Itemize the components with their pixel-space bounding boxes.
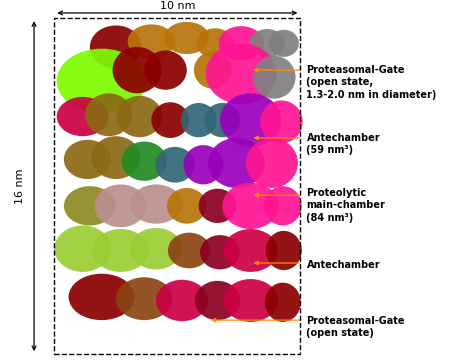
Ellipse shape [266,231,302,270]
Ellipse shape [167,188,207,224]
Ellipse shape [183,145,223,184]
Bar [55,18,301,354]
Ellipse shape [253,56,296,99]
Text: Proteolytic
main-chamber
(84 nm³): Proteolytic main-chamber (84 nm³) [307,188,385,223]
Ellipse shape [223,229,278,272]
Text: Antechamber
(59 nm³): Antechamber (59 nm³) [307,132,380,155]
Ellipse shape [85,93,132,136]
Ellipse shape [265,283,301,322]
Ellipse shape [130,228,182,269]
Ellipse shape [91,136,140,179]
Text: 10 nm: 10 nm [160,1,195,11]
Ellipse shape [269,30,299,57]
Ellipse shape [57,97,109,136]
Ellipse shape [223,279,278,322]
Text: Proteasomal-Gate
(open state): Proteasomal-Gate (open state) [307,316,405,338]
Ellipse shape [69,274,135,320]
Ellipse shape [144,50,187,90]
Ellipse shape [151,102,189,138]
Ellipse shape [130,184,182,224]
Ellipse shape [92,229,149,272]
Ellipse shape [57,49,146,113]
Text: 16 nm: 16 nm [15,168,25,204]
Ellipse shape [64,140,111,179]
Ellipse shape [208,138,265,188]
Ellipse shape [206,43,277,104]
Ellipse shape [249,29,285,58]
Ellipse shape [128,24,175,59]
Ellipse shape [156,280,208,321]
Ellipse shape [168,233,210,268]
Ellipse shape [195,281,240,320]
Ellipse shape [220,93,282,147]
Ellipse shape [199,189,237,223]
Ellipse shape [194,52,232,89]
Ellipse shape [55,225,111,272]
Ellipse shape [204,103,240,137]
Ellipse shape [112,47,162,93]
Ellipse shape [196,28,234,58]
Ellipse shape [90,25,142,68]
Ellipse shape [155,147,195,183]
Ellipse shape [121,142,167,181]
Text: Proteasomal-Gate
(open state,
1.3-2.0 nm in diameter): Proteasomal-Gate (open state, 1.3-2.0 nm… [307,65,437,99]
Ellipse shape [95,184,146,227]
Ellipse shape [164,22,210,54]
Ellipse shape [219,26,264,61]
Ellipse shape [264,186,302,225]
Ellipse shape [181,103,217,137]
Ellipse shape [117,96,162,137]
Ellipse shape [64,186,116,225]
Ellipse shape [116,277,173,320]
Ellipse shape [260,101,303,143]
Ellipse shape [246,138,298,188]
Text: Antechamber: Antechamber [307,260,380,270]
Ellipse shape [222,183,279,229]
Ellipse shape [200,235,240,269]
